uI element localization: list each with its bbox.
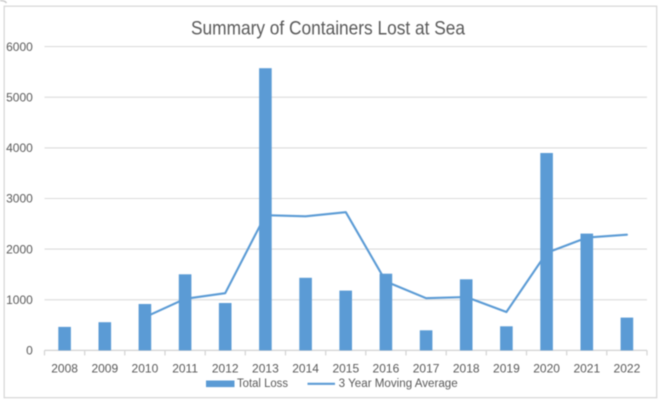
svg-text:2021: 2021 bbox=[573, 361, 600, 375]
svg-text:2000: 2000 bbox=[6, 242, 33, 256]
svg-text:3 Year Moving Average: 3 Year Moving Average bbox=[339, 378, 458, 390]
svg-text:0: 0 bbox=[26, 344, 33, 358]
svg-text:2016: 2016 bbox=[373, 361, 400, 375]
svg-text:2019: 2019 bbox=[493, 361, 520, 375]
svg-text:2014: 2014 bbox=[292, 361, 319, 375]
svg-text:2008: 2008 bbox=[51, 361, 78, 375]
svg-text:2017: 2017 bbox=[413, 361, 440, 375]
svg-text:2015: 2015 bbox=[332, 361, 359, 375]
svg-text:Total Loss: Total Loss bbox=[237, 378, 288, 390]
svg-text:2020: 2020 bbox=[533, 361, 560, 375]
svg-text:4000: 4000 bbox=[6, 141, 33, 155]
svg-text:2012: 2012 bbox=[212, 361, 239, 375]
svg-text:2009: 2009 bbox=[91, 361, 118, 375]
svg-text:2011: 2011 bbox=[172, 361, 198, 375]
svg-text:1000: 1000 bbox=[6, 293, 33, 307]
svg-text:2022: 2022 bbox=[614, 361, 641, 375]
svg-text:3000: 3000 bbox=[6, 192, 33, 206]
svg-text:2018: 2018 bbox=[453, 361, 480, 375]
svg-text:Summary of Containers Lost at: Summary of Containers Lost at Sea bbox=[191, 18, 465, 39]
svg-text:6000: 6000 bbox=[6, 40, 33, 54]
svg-text:5000: 5000 bbox=[6, 90, 33, 104]
svg-text:2010: 2010 bbox=[132, 361, 159, 375]
svg-text:2013: 2013 bbox=[252, 361, 279, 375]
